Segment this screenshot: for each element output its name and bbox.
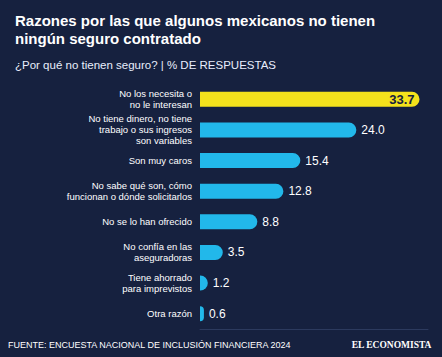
svg-text:No sabe qué son, cómo: No sabe qué son, cómo xyxy=(92,180,192,191)
svg-text:No confía en las: No confía en las xyxy=(123,241,192,252)
svg-text:3.5: 3.5 xyxy=(228,245,245,259)
svg-text:0.6: 0.6 xyxy=(209,307,226,321)
svg-text:8.8: 8.8 xyxy=(262,215,279,229)
svg-text:33.7: 33.7 xyxy=(389,92,414,107)
svg-text:No se lo han ofrecido: No se lo han ofrecido xyxy=(102,216,192,227)
svg-text:no le interesan: no le interesan xyxy=(130,99,192,110)
svg-text:EL ECONOMISTA: EL ECONOMISTA xyxy=(352,340,432,350)
svg-text:funcionan o dónde solicitarlos: funcionan o dónde solicitarlos xyxy=(67,191,192,202)
svg-text:FUENTE: ENCUESTA NACIONAL DE I: FUENTE: ENCUESTA NACIONAL DE INCLUSIÓN F… xyxy=(8,340,291,350)
svg-text:Razones por las que algunos me: Razones por las que algunos mexicanos no… xyxy=(15,12,379,29)
svg-text:1.2: 1.2 xyxy=(213,276,230,290)
svg-text:12.8: 12.8 xyxy=(288,184,312,198)
svg-text:15.4: 15.4 xyxy=(305,154,329,168)
svg-text:aseguradoras: aseguradoras xyxy=(134,252,192,263)
svg-text:trabajo o sus ingresos: trabajo o sus ingresos xyxy=(99,124,192,135)
svg-text:Otra razón: Otra razón xyxy=(147,308,192,319)
svg-text:24.0: 24.0 xyxy=(361,123,385,137)
svg-text:¿Por qué no tienen seguro? | %: ¿Por qué no tienen seguro? | % DE RESPUE… xyxy=(15,59,276,71)
svg-text:para imprevistos: para imprevistos xyxy=(122,283,192,294)
svg-text:Son muy caros: Son muy caros xyxy=(129,155,193,166)
svg-text:No tiene dinero, no tiene: No tiene dinero, no tiene xyxy=(88,113,192,124)
svg-text:ningún seguro contratado: ningún seguro contratado xyxy=(15,30,201,47)
svg-text:Tiene ahorrado: Tiene ahorrado xyxy=(128,272,192,283)
svg-text:son variables: son variables xyxy=(136,135,192,146)
svg-text:No los necesita o: No los necesita o xyxy=(119,88,192,99)
